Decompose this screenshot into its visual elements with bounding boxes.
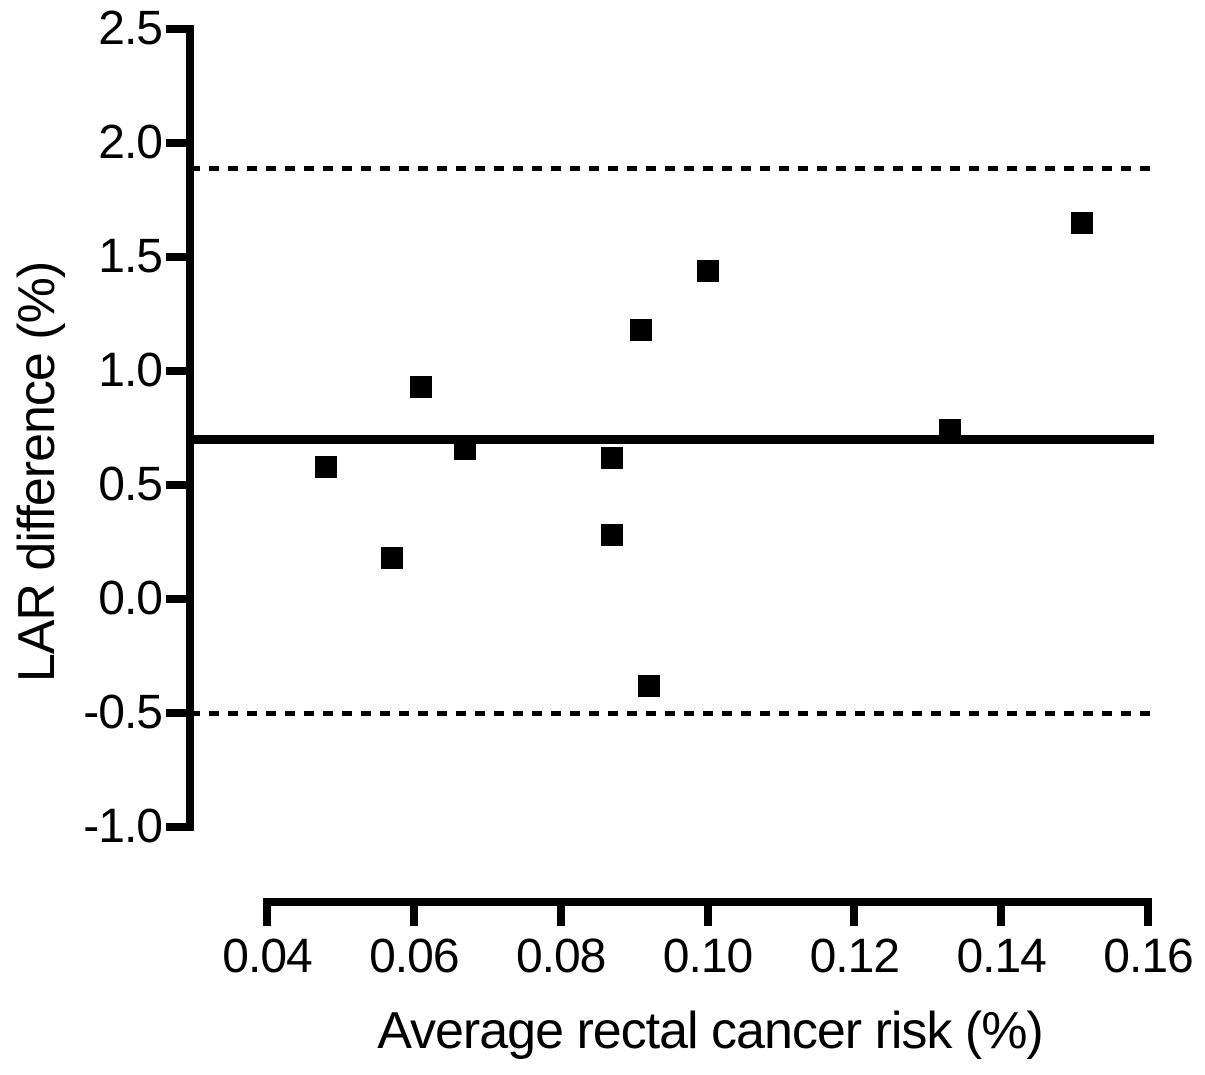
data-point	[1070, 211, 1093, 234]
y-axis-tick	[166, 367, 190, 375]
x-tick-label: 0.08	[515, 930, 606, 983]
x-tick-label: 0.12	[809, 930, 900, 983]
x-axis-end-tick	[1144, 898, 1152, 926]
upper-limit-of-agreement-dotted-line	[190, 165, 1150, 171]
x-tick-label: 0.04	[222, 930, 312, 983]
data-point	[630, 318, 653, 341]
data-point	[454, 437, 477, 460]
y-tick-label: 0.0	[98, 572, 163, 625]
y-axis-tick	[166, 139, 190, 147]
x-tick-label: 0.06	[369, 930, 459, 983]
data-point	[601, 524, 624, 547]
y-tick-label: -0.5	[83, 686, 163, 739]
data-point	[637, 674, 660, 697]
data-point	[601, 446, 624, 469]
data-point	[938, 419, 961, 442]
y-tick-label: 1.5	[98, 230, 163, 283]
data-point	[696, 259, 719, 282]
x-tick-label: 0.10	[662, 930, 753, 983]
x-axis-end-tick	[263, 898, 271, 926]
data-point	[380, 546, 403, 569]
x-tick-label: 0.14	[956, 930, 1046, 983]
data-point	[314, 455, 337, 478]
y-axis-tick	[166, 709, 190, 717]
y-tick-label: -1.0	[83, 800, 163, 853]
x-axis-tick	[997, 898, 1006, 926]
y-tick-label: 2.5	[98, 2, 163, 55]
y-axis-title: LAR difference (%)	[8, 261, 66, 683]
y-tick-label: 0.5	[98, 458, 163, 511]
data-point	[410, 375, 433, 398]
y-tick-label: 2.0	[98, 116, 163, 169]
x-axis-tick	[850, 898, 859, 926]
y-axis-tick	[166, 823, 190, 831]
y-axis-spine	[186, 25, 194, 831]
y-axis-tick	[166, 595, 190, 603]
x-axis-tick	[556, 898, 565, 926]
x-axis-tick	[409, 898, 418, 926]
y-axis-tick	[166, 25, 190, 33]
lower-limit-of-agreement-dotted-line	[190, 710, 1150, 716]
mean-difference-line	[190, 434, 1154, 444]
x-axis-tick	[703, 898, 712, 926]
y-axis-tick	[166, 253, 190, 261]
y-tick-label: 1.0	[98, 344, 163, 397]
y-axis-tick	[166, 481, 190, 489]
x-axis-title: Average rectal cancer risk (%)	[377, 1002, 1044, 1060]
x-tick-label: 0.16	[1103, 930, 1193, 983]
